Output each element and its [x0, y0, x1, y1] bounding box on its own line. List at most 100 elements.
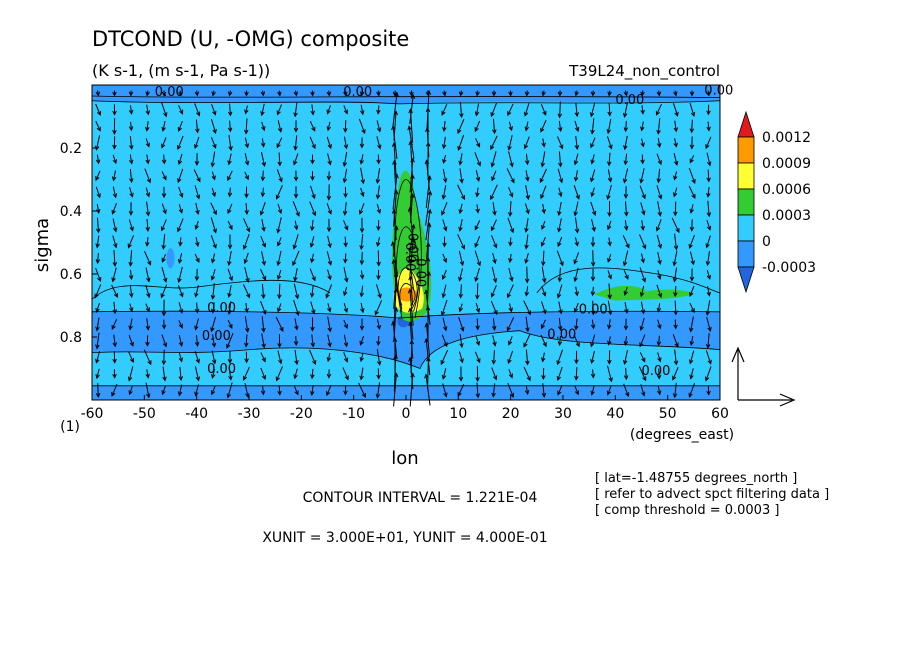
wind-vector	[294, 135, 298, 150]
wind-vector-head	[607, 340, 612, 346]
wind-vector	[475, 302, 480, 313]
x-tick-label: 20	[502, 406, 520, 422]
wind-vector	[491, 367, 497, 380]
wind-vector-head	[542, 309, 547, 315]
wind-vector-head	[558, 192, 563, 198]
wind-vector-head	[441, 374, 447, 380]
wind-vector-head	[506, 293, 512, 299]
wind-vector	[326, 251, 332, 265]
wind-vector	[409, 207, 414, 243]
wind-vector	[689, 302, 695, 313]
wind-vector	[557, 366, 563, 381]
wind-vector-head	[145, 211, 151, 217]
wind-vector	[392, 92, 398, 127]
wind-vector	[293, 283, 299, 299]
wind-vector	[376, 236, 381, 247]
wind-vector-head	[113, 243, 118, 249]
wind-vector	[508, 267, 513, 282]
wind-vector	[244, 137, 249, 148]
wind-vector-head	[508, 126, 513, 132]
wind-vector-head	[623, 194, 629, 199]
wind-vector	[540, 103, 547, 116]
wind-vector	[161, 267, 167, 282]
wind-vector-head	[573, 176, 579, 182]
wind-vector	[343, 286, 348, 296]
wind-vector	[558, 187, 562, 197]
wind-vector	[557, 136, 563, 149]
wind-vector-head	[673, 292, 678, 298]
wind-vector	[442, 154, 447, 164]
wind-vector-head	[277, 209, 283, 215]
wind-vector	[476, 318, 479, 330]
wind-vector	[128, 235, 134, 248]
wind-vector	[607, 184, 612, 200]
wind-vector-head	[212, 243, 217, 249]
wind-vector	[608, 152, 611, 166]
wind-vector	[343, 267, 348, 282]
wind-vector	[227, 382, 233, 398]
wind-vector-head	[242, 244, 248, 250]
wind-vector	[624, 153, 628, 165]
wind-vector-head	[293, 225, 299, 231]
wind-vector	[178, 384, 183, 396]
x-tick-label: 50	[659, 406, 677, 422]
wind-vector	[525, 218, 529, 232]
wind-vector-head	[557, 91, 563, 97]
wind-vector	[360, 167, 364, 184]
wind-vector	[575, 367, 578, 380]
wind-vector	[657, 319, 661, 329]
wind-vector	[178, 105, 183, 114]
wind-vector	[442, 368, 447, 379]
wind-vector-head	[277, 343, 282, 348]
wind-vector-head	[277, 91, 282, 97]
wind-vector	[705, 136, 712, 149]
wind-vector-head	[491, 359, 497, 365]
wind-vector	[542, 383, 545, 397]
wind-vector	[542, 352, 545, 362]
wind-vector-head	[310, 342, 316, 348]
wind-vector	[327, 153, 331, 165]
wind-vector	[96, 235, 100, 248]
wind-vector-head	[591, 210, 597, 216]
contour-label: 0.00	[207, 301, 236, 316]
wind-vector	[590, 201, 596, 216]
wind-vector	[558, 218, 562, 232]
wind-vector	[443, 136, 446, 149]
wind-vector	[262, 385, 264, 395]
wind-vector	[573, 185, 580, 199]
wind-vector	[177, 135, 184, 150]
wind-vector-head	[145, 91, 150, 97]
wind-vector-head	[590, 177, 595, 183]
wind-vector-head	[244, 342, 249, 348]
wind-vector-head	[212, 210, 217, 216]
wind-vector-head	[360, 179, 366, 185]
wind-vector-head	[524, 291, 530, 297]
wind-vector	[128, 334, 134, 347]
wind-vector-head	[706, 110, 711, 116]
wind-vector-head	[242, 375, 248, 381]
wind-vector-head	[492, 129, 497, 135]
wind-vector-head	[127, 376, 133, 382]
wind-vector-head	[427, 190, 433, 196]
wind-vector-head	[441, 210, 446, 216]
wind-vector-head	[327, 327, 332, 333]
wind-vector-head	[276, 143, 281, 149]
wind-vector-head	[227, 160, 232, 166]
wind-vector	[344, 253, 347, 263]
wind-vector-head	[408, 321, 413, 327]
wind-vector-head	[194, 276, 200, 282]
wind-vector	[212, 283, 215, 299]
wind-vector	[343, 319, 348, 329]
wind-vector-head	[177, 391, 183, 397]
wind-vector	[343, 168, 348, 183]
wind-vector-head	[407, 125, 412, 131]
wind-vector-head	[640, 126, 645, 132]
wind-vector	[311, 285, 314, 297]
wind-vector-head	[426, 242, 431, 248]
wind-vector	[492, 118, 496, 134]
wind-vector-head	[476, 358, 481, 364]
wind-vector-head	[641, 357, 646, 363]
wind-vector-head	[409, 91, 414, 97]
wind-vector	[591, 319, 595, 329]
wind-vector-head	[245, 277, 250, 283]
